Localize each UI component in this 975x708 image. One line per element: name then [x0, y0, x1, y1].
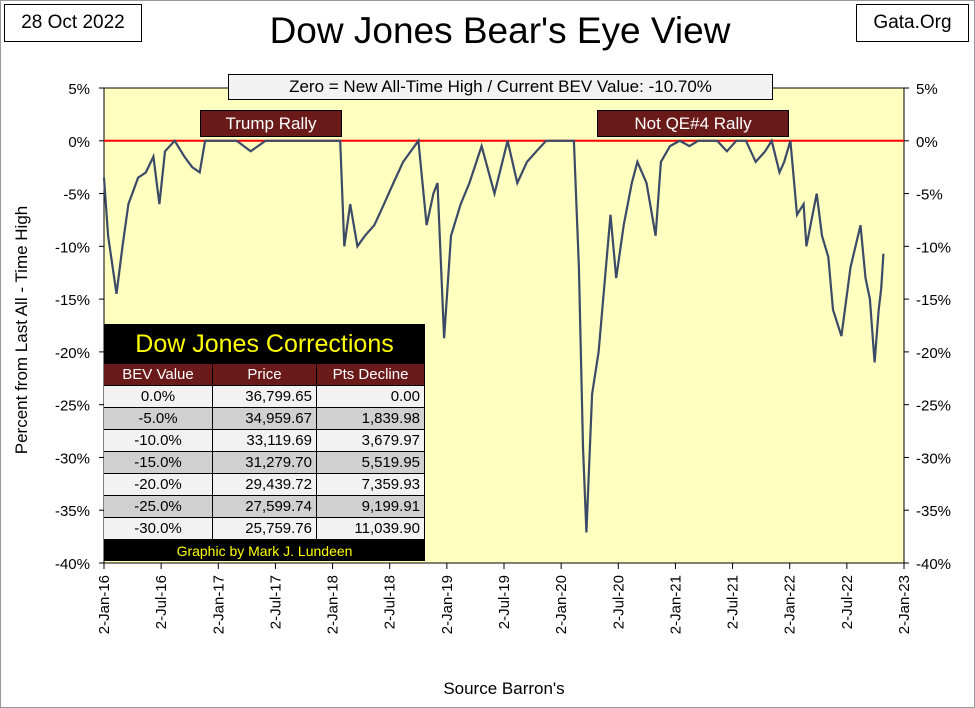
- pts-decline-cell: 1,839.98: [317, 408, 425, 430]
- table-row: -30.0% 25,759.76 11,039.90: [104, 518, 425, 540]
- y-tick-label: -10%: [55, 239, 90, 256]
- corrections-table-header: BEV Value Price Pts Decline: [104, 364, 425, 386]
- bev-value-cell: -10.0%: [104, 430, 213, 452]
- x-tick-label: 2-Jan-23: [896, 575, 913, 634]
- y-tick-label: -25%: [916, 398, 951, 415]
- price-cell: 36,799.65: [213, 386, 317, 408]
- corrections-table-title: Dow Jones Corrections: [135, 329, 394, 358]
- y-tick-label: -35%: [55, 503, 90, 520]
- y-tick-label: -25%: [55, 398, 90, 415]
- y-tick-label: -40%: [55, 556, 90, 573]
- price-cell: 33,119.69: [213, 430, 317, 452]
- pts-decline-cell: 5,519.95: [317, 452, 425, 474]
- y-tick-label: -20%: [55, 345, 90, 362]
- y-tick-label: 5%: [916, 81, 938, 98]
- table-row: -25.0% 27,599.74 9,199.91: [104, 496, 425, 518]
- bev-value-cell: -15.0%: [104, 452, 213, 474]
- table-row: -15.0% 31,279.70 5,519.95: [104, 452, 425, 474]
- source-site-label: Gata.Org: [856, 4, 969, 42]
- chart-subtitle: Zero = New All-Time High / Current BEV V…: [228, 74, 773, 100]
- table-row: -5.0% 34,959.67 1,839.98: [104, 408, 425, 430]
- y-tick-label: -30%: [55, 450, 90, 467]
- y-tick-label: 5%: [68, 81, 90, 98]
- header-bev-value: BEV Value: [104, 364, 213, 386]
- chart-title: Dow Jones Bear's Eye View: [269, 10, 731, 51]
- corrections-table-footer: Graphic by Mark J. Lundeen: [176, 542, 353, 559]
- x-tick-label: 2-Jul-19: [496, 575, 513, 629]
- header-pts-decline: Pts Decline: [317, 364, 425, 386]
- price-cell: 34,959.67: [213, 408, 317, 430]
- bev-value-cell: 0.0%: [104, 386, 213, 408]
- x-tick-label: 2-Jul-17: [267, 575, 284, 629]
- x-tick-label: 2-Jul-20: [610, 575, 627, 629]
- pts-decline-cell: 3,679.97: [317, 430, 425, 452]
- x-tick-label: 2-Jan-16: [96, 575, 113, 634]
- corrections-table: Dow Jones Corrections BEV Value Price Pt…: [104, 324, 425, 561]
- y-tick-label: -5%: [63, 187, 90, 204]
- y-tick-label: -15%: [55, 292, 90, 309]
- x-tick-label: 2-Jul-22: [839, 575, 856, 629]
- y-axis-label: Percent from Last All - Time High: [12, 206, 31, 454]
- price-cell: 27,599.74: [213, 496, 317, 518]
- pts-decline-cell: 0.00: [317, 386, 425, 408]
- y-axis-right: 5% 0% -5% -10% -15% -20% -25% -30% -35% -40%: [904, 81, 951, 573]
- price-cell: 29,439.72: [213, 474, 317, 496]
- bev-value-cell: -25.0%: [104, 496, 213, 518]
- y-tick-label: -30%: [916, 450, 951, 467]
- x-axis-label: Source Barron's: [443, 679, 564, 698]
- bev-value-cell: -20.0%: [104, 474, 213, 496]
- price-cell: 25,759.76: [213, 518, 317, 540]
- pts-decline-cell: 9,199.91: [317, 496, 425, 518]
- trump-rally-annotation: Trump Rally: [200, 110, 342, 137]
- x-tick-label: 2-Jul-16: [153, 575, 170, 629]
- x-tick-label: 2-Jan-20: [553, 575, 570, 634]
- bev-value-cell: -5.0%: [104, 408, 213, 430]
- pts-decline-cell: 11,039.90: [317, 518, 425, 540]
- x-tick-label: 2-Jan-21: [667, 575, 684, 634]
- y-tick-label: -5%: [916, 187, 943, 204]
- x-tick-label: 2-Jan-18: [325, 575, 342, 634]
- header-price: Price: [213, 364, 317, 386]
- x-tick-label: 2-Jul-18: [382, 575, 399, 629]
- not-qe4-rally-annotation: Not QE#4 Rally: [597, 110, 789, 137]
- x-tick-label: 2-Jan-22: [782, 575, 799, 634]
- y-tick-label: -15%: [916, 292, 951, 309]
- table-row: -10.0% 33,119.69 3,679.97: [104, 430, 425, 452]
- x-tick-label: 2-Jan-19: [439, 575, 456, 634]
- y-axis-left: 5% 0% -5% -10% -15% -20% -25% -30% -35% -40%: [55, 81, 104, 573]
- x-tick-label: 2-Jan-17: [210, 575, 227, 634]
- x-tick-label: 2-Jul-21: [725, 575, 742, 629]
- bev-value-cell: -30.0%: [104, 518, 213, 540]
- x-axis: 2-Jan-16 2-Jul-16 2-Jan-17 2-Jul-17 2-Jan-18…: [96, 563, 913, 634]
- y-tick-label: 0%: [916, 134, 938, 151]
- table-row: -20.0% 29,439.72 7,359.93: [104, 474, 425, 496]
- pts-decline-cell: 7,359.93: [317, 474, 425, 496]
- date-label: 28 Oct 2022: [4, 4, 142, 42]
- y-tick-label: -20%: [916, 345, 951, 362]
- y-tick-label: -40%: [916, 556, 951, 573]
- y-tick-label: -35%: [916, 503, 951, 520]
- y-tick-label: -10%: [916, 239, 951, 256]
- series-line: [102, 137, 885, 533]
- y-tick-label: 0%: [68, 134, 90, 151]
- table-row: 0.0% 36,799.65 0.00: [104, 386, 425, 408]
- price-cell: 31,279.70: [213, 452, 317, 474]
